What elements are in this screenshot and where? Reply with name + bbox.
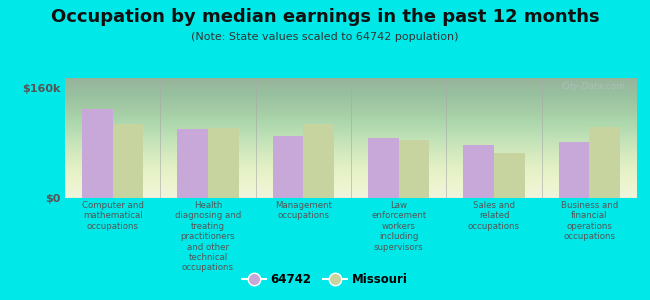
- Bar: [559, 142, 590, 198]
- Text: Sales and
related
occupations: Sales and related occupations: [468, 201, 520, 231]
- Text: (Note: State values scaled to 64742 population): (Note: State values scaled to 64742 popu…: [191, 32, 459, 41]
- Legend: 64742, Missouri: 64742, Missouri: [238, 269, 412, 291]
- Bar: [304, 124, 334, 198]
- Bar: [112, 124, 143, 198]
- Bar: [398, 140, 429, 198]
- Bar: [494, 153, 525, 198]
- Bar: [368, 138, 398, 198]
- Text: Computer and
mathematical
occupations: Computer and mathematical occupations: [82, 201, 144, 231]
- Bar: [463, 145, 494, 198]
- Bar: [590, 128, 620, 198]
- Bar: [177, 129, 208, 198]
- Text: Law
enforcement
workers
including
supervisors: Law enforcement workers including superv…: [371, 201, 426, 252]
- Bar: [273, 136, 304, 198]
- Text: Business and
financial
operations
occupations: Business and financial operations occupa…: [561, 201, 618, 241]
- Bar: [82, 109, 112, 198]
- Text: Health
diagnosing and
treating
practitioners
and other
technical
occupations: Health diagnosing and treating practitio…: [175, 201, 241, 272]
- Text: Occupation by median earnings in the past 12 months: Occupation by median earnings in the pas…: [51, 8, 599, 26]
- Text: Management
occupations: Management occupations: [275, 201, 332, 220]
- Text: City-Data.com: City-Data.com: [562, 82, 625, 91]
- Bar: [208, 128, 239, 198]
